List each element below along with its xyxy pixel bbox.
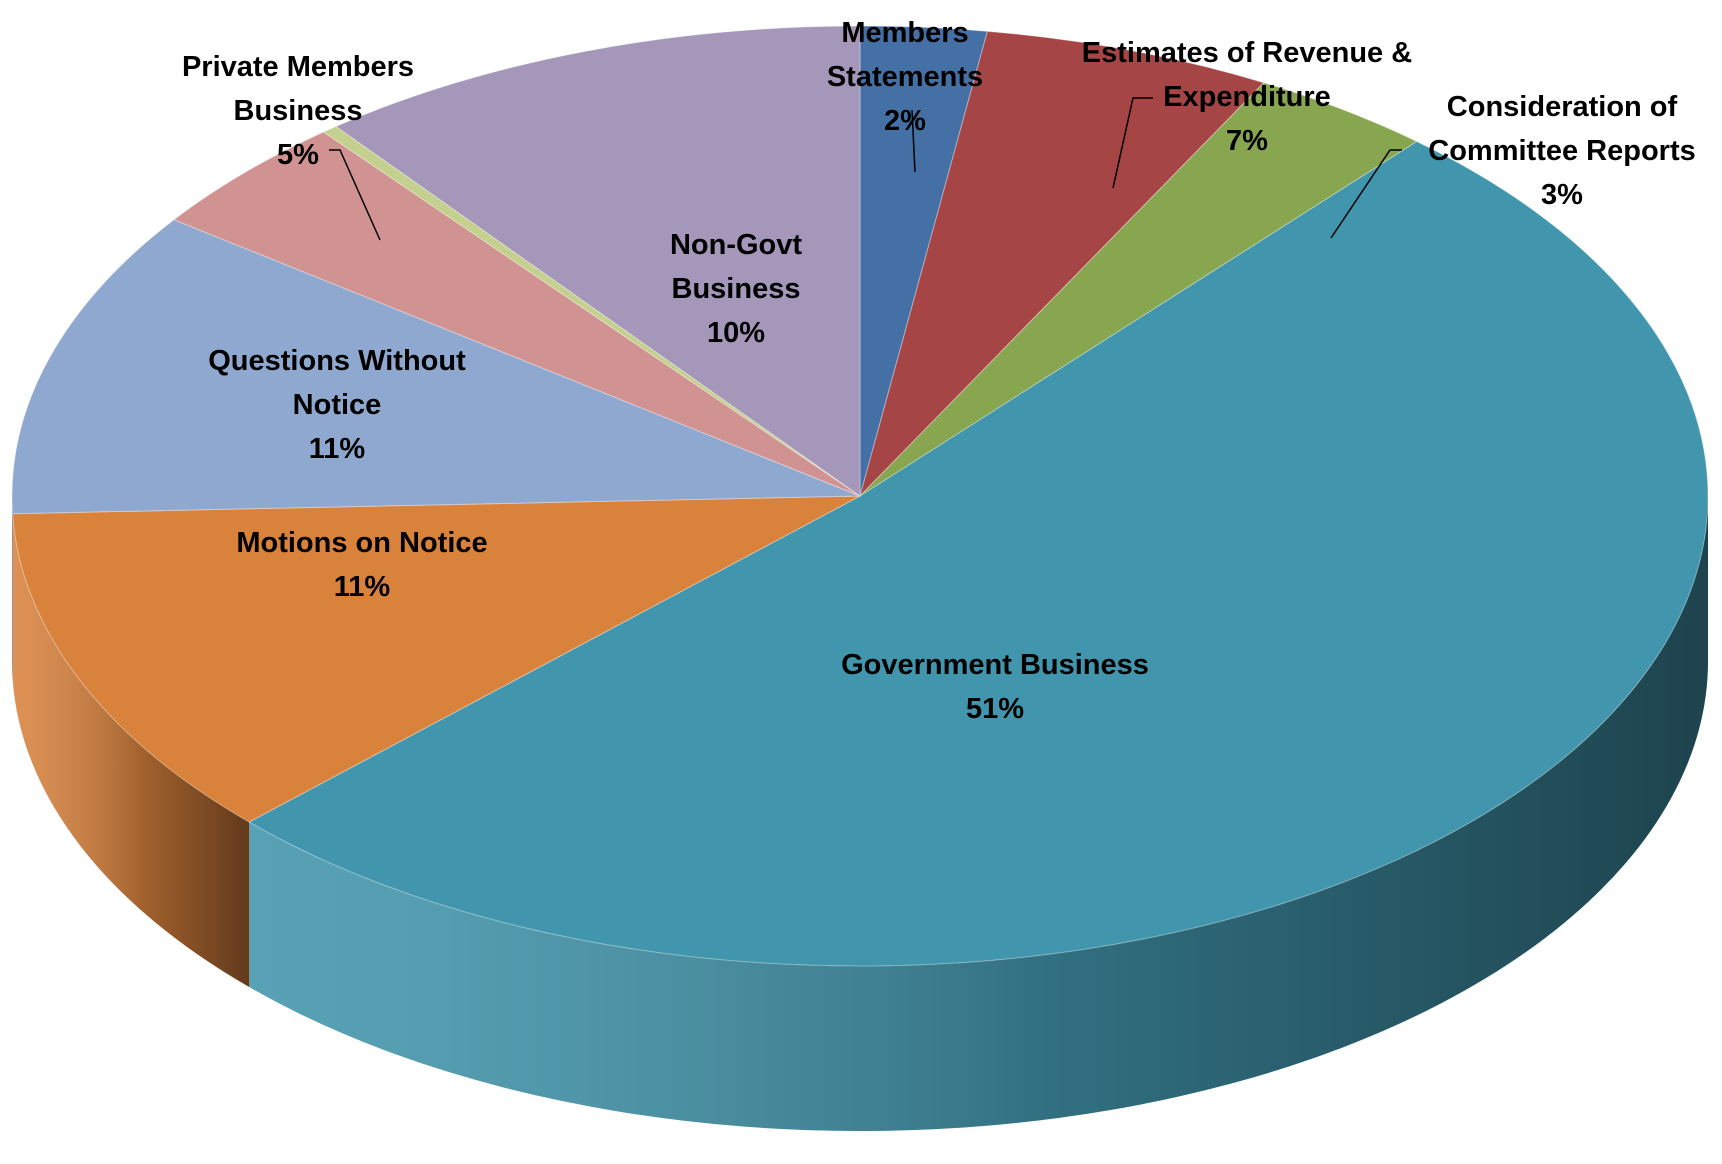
label-line-estimates-of-revenue-expenditure: Estimates of Revenue & [1082,37,1412,69]
pie-slice-consideration-of-committee-reports [859,82,1418,497]
percent-label-private-members-business: 5% [277,139,319,171]
label-line-consideration-of-committee-reports: Consideration of [1447,91,1678,123]
pie-slice-private-members-business [172,131,861,497]
label-line-members-statements: Members [841,17,968,49]
leader-line-consideration-of-committee-reports [1330,149,1402,239]
pie-side-shade-motions-on-notice [12,513,250,988]
percent-label-motions-on-notice: 11% [334,571,391,603]
leader-line-members-statements [911,109,916,173]
label-line-questions-without-notice: Notice [293,389,382,421]
pie-side-shade-questions-without-notice [12,496,13,679]
percent-label-consideration-of-committee-reports: 3% [1541,179,1583,211]
label-line-consideration-of-committee-reports: Committee Reports [1428,135,1696,167]
percent-label-government-business: 51% [966,693,1024,725]
percent-label-questions-without-notice: 11% [309,433,366,465]
percent-label-estimates-of-revenue-expenditure: 7% [1226,125,1268,157]
pie-sides [12,496,1708,1131]
label-line-motions-on-notice: Motions on Notice [236,527,487,559]
label-line-non-govt-business: Business [672,273,801,305]
label-line-private-members-business: Private Members [182,51,414,83]
pie-slice-non-govt-business [335,25,861,497]
pie-side-shade-government-business [249,496,1708,1131]
label-line-private-members-business: Business [234,95,363,127]
pie-slice-members-statements [859,25,989,497]
leader-lines [329,97,1402,241]
pie-slice-motions-on-notice [12,495,861,823]
pie-tops [11,25,1709,967]
percent-label-members-statements: 2% [884,105,926,137]
pie-slice-questions-without-notice [11,219,861,515]
percent-label-non-govt-business: 10% [707,317,765,349]
label-line-estimates-of-revenue-expenditure: Expenditure [1163,81,1331,113]
label-line-government-business: Government Business [841,649,1149,681]
leader-line-private-members-business [329,149,381,241]
data-labels: Members Statements 2% Estimates of Revenue … [182,17,1696,725]
pie-slice-estimates-of-revenue-expenditure [859,30,1265,498]
pie-slice-unlabeled [322,125,861,497]
label-line-members-statements: Statements [827,61,983,93]
label-line-non-govt-business: Non-Govt [670,229,802,261]
leader-line-estimates-of-revenue-expenditure [1112,97,1153,189]
pie-slice-government-business [248,140,1709,967]
label-line-questions-without-notice: Questions Without [208,345,466,377]
